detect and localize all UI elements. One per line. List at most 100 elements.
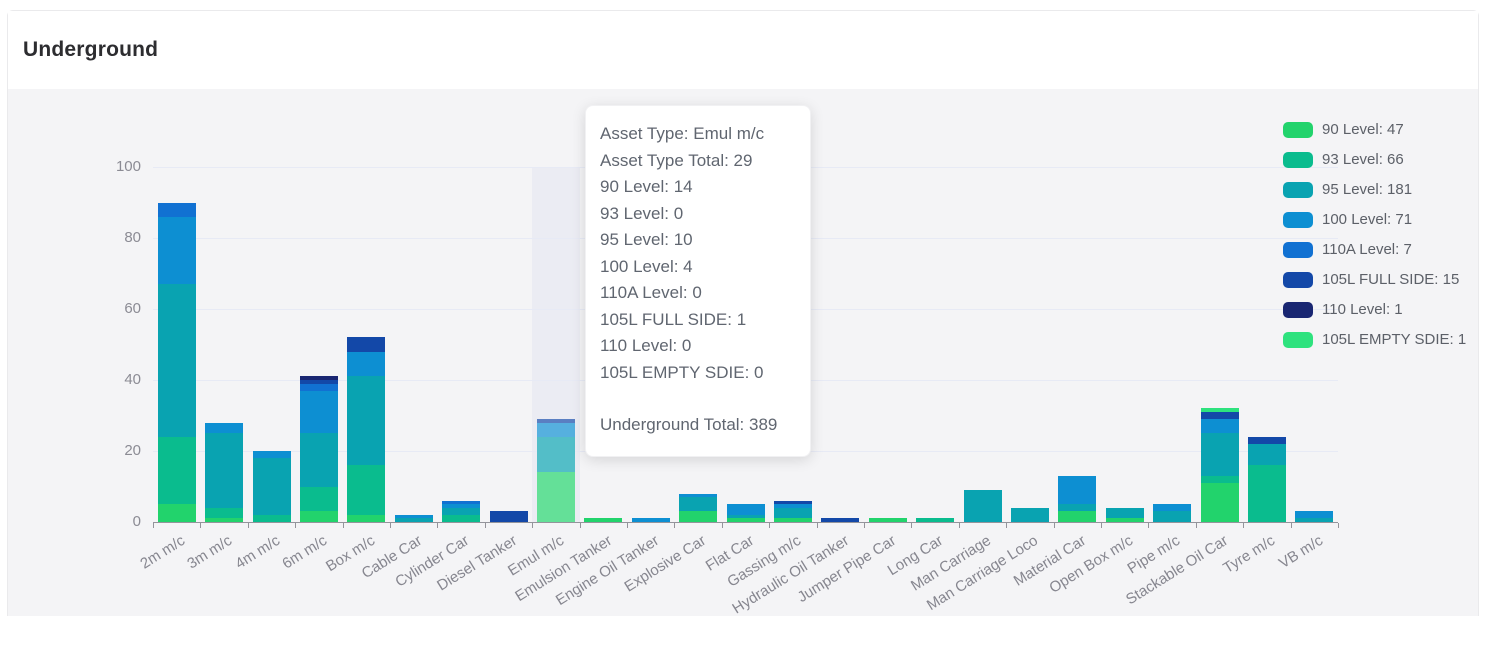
legend-item[interactable]: 110 Level: 1: [1283, 299, 1466, 320]
bar-segment-95-level[interactable]: [727, 515, 765, 519]
bar-4m-m-c[interactable]: [253, 451, 291, 522]
bar-vb-m-c[interactable]: [1295, 511, 1333, 522]
bar-6m-m-c[interactable]: [300, 376, 338, 522]
bar-segment-95-level[interactable]: [679, 497, 717, 511]
bar-segment-105l-full-side[interactable]: [774, 501, 812, 505]
bar-3m-m-c[interactable]: [205, 423, 243, 522]
bar-segment-100-level[interactable]: [1153, 504, 1191, 511]
bar-man-carriage-loco[interactable]: [1011, 508, 1049, 522]
bar-segment-93-level[interactable]: [253, 515, 291, 522]
bar-segment-95-level[interactable]: [774, 508, 812, 519]
bar-segment-110a-level[interactable]: [158, 203, 196, 217]
bar-segment-95-level[interactable]: [1011, 508, 1049, 522]
x-axis-tick: [911, 523, 912, 528]
bar-segment-90-level[interactable]: [537, 472, 575, 522]
legend-item[interactable]: 100 Level: 71: [1283, 209, 1466, 230]
x-axis-tick: [1243, 523, 1244, 528]
bar-segment-105l-full-side[interactable]: [537, 419, 575, 423]
bar-segment-105l-full-side[interactable]: [300, 380, 338, 384]
bar-segment-95-level[interactable]: [347, 376, 385, 465]
bar-segment-95-level[interactable]: [158, 284, 196, 437]
bar-segment-95-level[interactable]: [442, 508, 480, 515]
bar-segment-100-level[interactable]: [1201, 419, 1239, 433]
bar-tyre-m-c[interactable]: [1248, 437, 1286, 522]
bar-man-carriage[interactable]: [964, 490, 1002, 522]
legend-item[interactable]: 105L FULL SIDE: 15: [1283, 269, 1466, 290]
bar-segment-100-level[interactable]: [774, 504, 812, 508]
bar-2m-m-c[interactable]: [158, 203, 196, 523]
legend-item-label: 110 Level: 1: [1322, 301, 1403, 318]
legend-item[interactable]: 93 Level: 66: [1283, 149, 1466, 170]
bar-segment-100-level[interactable]: [442, 504, 480, 508]
bar-segment-100-level[interactable]: [205, 423, 243, 434]
bar-segment-100-level[interactable]: [727, 504, 765, 515]
bar-segment-93-level[interactable]: [1201, 476, 1239, 483]
legend-item[interactable]: 105L EMPTY SDIE: 1: [1283, 329, 1466, 350]
bar-segment-100-level[interactable]: [347, 352, 385, 377]
y-axis-tick-label: 80: [81, 229, 141, 246]
bar-segment-93-level[interactable]: [300, 487, 338, 512]
bar-segment-95-level[interactable]: [205, 433, 243, 508]
bar-segment-100-level[interactable]: [537, 423, 575, 437]
bar-segment-95-level[interactable]: [253, 458, 291, 515]
bar-segment-90-level[interactable]: [158, 504, 196, 522]
bar-box-m-c[interactable]: [347, 337, 385, 522]
bar-segment-95-level[interactable]: [1058, 504, 1096, 511]
bar-segment-95-level[interactable]: [537, 437, 575, 473]
bar-segment-105l-full-side[interactable]: [490, 511, 528, 522]
bar-segment-100-level[interactable]: [253, 451, 291, 458]
bar-segment-93-level[interactable]: [1248, 465, 1286, 522]
bar-segment-95-level[interactable]: [1153, 511, 1191, 522]
x-axis-tick: [1054, 523, 1055, 528]
bar-segment-105l-full-side[interactable]: [1248, 437, 1286, 444]
legend-item-label: 95 Level: 181: [1322, 181, 1412, 198]
bar-segment-95-level[interactable]: [1248, 444, 1286, 465]
bar-segment-90-level[interactable]: [347, 515, 385, 522]
bar-flat-car[interactable]: [727, 504, 765, 522]
bar-segment-93-level[interactable]: [442, 515, 480, 522]
bar-segment-95-level[interactable]: [300, 433, 338, 486]
bar-cylinder-car[interactable]: [442, 501, 480, 522]
legend-item[interactable]: 95 Level: 181: [1283, 179, 1466, 200]
x-axis-tick: [200, 523, 201, 528]
bar-diesel-tanker[interactable]: [490, 511, 528, 522]
bar-segment-105l-empty-sdie[interactable]: [1201, 408, 1239, 412]
bar-segment-105l-full-side[interactable]: [1201, 412, 1239, 419]
legend-item-label: 90 Level: 47: [1322, 121, 1404, 138]
x-axis-tick: [1148, 523, 1149, 528]
bar-gassing-m-c[interactable]: [774, 501, 812, 522]
bar-segment-100-level[interactable]: [679, 494, 717, 498]
bar-segment-105l-full-side[interactable]: [347, 337, 385, 351]
bar-segment-95-level[interactable]: [964, 490, 1002, 522]
bar-cable-car[interactable]: [395, 515, 433, 522]
bar-segment-100-level[interactable]: [158, 217, 196, 284]
bar-segment-100-level[interactable]: [300, 391, 338, 434]
bar-segment-93-level[interactable]: [205, 508, 243, 519]
bar-segment-110-level[interactable]: [300, 376, 338, 380]
bar-segment-110a-level[interactable]: [442, 501, 480, 505]
bar-segment-100-level[interactable]: [1295, 511, 1333, 518]
bar-segment-93-level[interactable]: [347, 465, 385, 515]
bar-emul-m-c[interactable]: [537, 419, 575, 522]
bar-explosive-car[interactable]: [679, 494, 717, 522]
bar-segment-90-level[interactable]: [1058, 511, 1096, 522]
bar-segment-90-level[interactable]: [1201, 483, 1239, 522]
bar-segment-90-level[interactable]: [679, 511, 717, 522]
bar-stackable-oil-car[interactable]: [1201, 408, 1239, 522]
bar-segment-100-level[interactable]: [395, 515, 433, 519]
bar-segment-93-level[interactable]: [158, 437, 196, 504]
bar-open-box-m-c[interactable]: [1106, 508, 1144, 522]
legend-item[interactable]: 90 Level: 47: [1283, 119, 1466, 140]
bar-pipe-m-c[interactable]: [1153, 504, 1191, 522]
bar-segment-95-level[interactable]: [1106, 508, 1144, 519]
legend-item[interactable]: 110A Level: 7: [1283, 239, 1466, 260]
bar-segment-90-level[interactable]: [300, 511, 338, 522]
bar-segment-100-level[interactable]: [1058, 476, 1096, 504]
x-axis-tick: [722, 523, 723, 528]
bar-segment-95-level[interactable]: [1201, 433, 1239, 476]
bar-material-car[interactable]: [1058, 476, 1096, 522]
y-axis-tick-label: 20: [81, 442, 141, 459]
bar-segment-110a-level[interactable]: [300, 384, 338, 391]
